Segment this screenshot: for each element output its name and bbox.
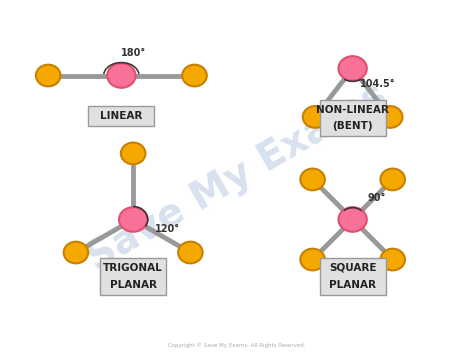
Ellipse shape	[301, 169, 325, 190]
Text: 90°: 90°	[368, 193, 386, 203]
Text: 104.5°: 104.5°	[360, 79, 395, 89]
FancyBboxPatch shape	[88, 106, 155, 126]
Text: SQUARE: SQUARE	[329, 263, 376, 273]
Text: Save My Exams: Save My Exams	[81, 76, 393, 278]
Ellipse shape	[338, 56, 367, 81]
Ellipse shape	[301, 249, 325, 270]
Ellipse shape	[381, 249, 405, 270]
Text: TRIGONAL: TRIGONAL	[103, 263, 163, 273]
Text: NON-LINEAR: NON-LINEAR	[316, 104, 389, 114]
Ellipse shape	[121, 143, 146, 164]
Ellipse shape	[182, 65, 207, 86]
Ellipse shape	[303, 106, 328, 128]
Ellipse shape	[36, 65, 61, 86]
Ellipse shape	[178, 242, 203, 263]
Ellipse shape	[107, 63, 136, 88]
Ellipse shape	[338, 207, 367, 232]
Text: Copyright © Save My Exams. All Rights Reserved.: Copyright © Save My Exams. All Rights Re…	[168, 343, 306, 348]
FancyBboxPatch shape	[319, 258, 386, 295]
Text: 120°: 120°	[155, 224, 181, 234]
Ellipse shape	[119, 207, 147, 232]
FancyBboxPatch shape	[100, 258, 166, 295]
Text: LINEAR: LINEAR	[100, 111, 143, 121]
Text: 180°: 180°	[120, 47, 146, 58]
Ellipse shape	[378, 106, 402, 128]
FancyBboxPatch shape	[319, 99, 386, 136]
Ellipse shape	[381, 169, 405, 190]
Ellipse shape	[64, 242, 88, 263]
Text: (BENT): (BENT)	[332, 121, 373, 131]
Text: PLANAR: PLANAR	[109, 280, 157, 290]
Text: PLANAR: PLANAR	[329, 280, 376, 290]
